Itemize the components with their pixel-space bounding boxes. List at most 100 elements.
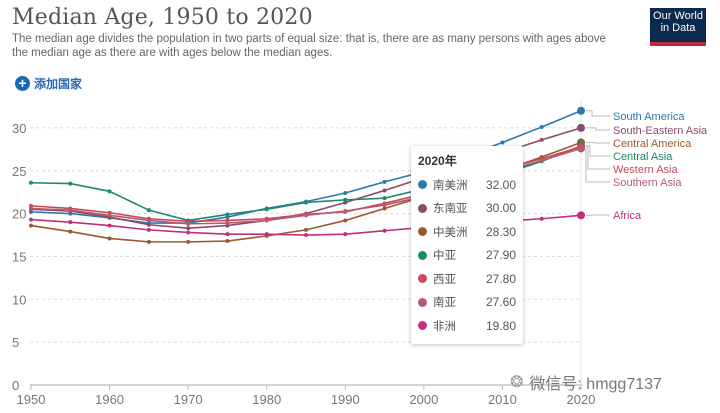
tooltip-row: 中亚 27.90 xyxy=(418,244,516,268)
series-color-dot-icon xyxy=(418,227,427,237)
data-point[interactable] xyxy=(107,189,112,194)
legend-label[interactable]: Southern Asia xyxy=(613,177,682,189)
data-point[interactable] xyxy=(577,144,585,153)
watermark-text: 微信号: hmgg7137 xyxy=(529,376,662,393)
data-point[interactable] xyxy=(382,196,387,201)
chart-title: Median Age, 1950 to 2020 xyxy=(12,5,313,30)
logo-line-2: in Data xyxy=(660,22,696,34)
tooltip-row: 东南亚 30.00 xyxy=(418,197,516,221)
data-point[interactable] xyxy=(225,232,230,237)
data-point[interactable] xyxy=(304,200,308,205)
data-point[interactable] xyxy=(29,217,33,222)
data-point[interactable] xyxy=(343,197,348,202)
data-point[interactable] xyxy=(107,236,112,241)
gridlines xyxy=(30,127,582,343)
data-point[interactable] xyxy=(29,206,33,211)
data-point[interactable] xyxy=(107,213,112,218)
tooltip-series-name: 东南亚 xyxy=(433,203,468,216)
data-point[interactable] xyxy=(225,212,230,217)
tooltip-series-value: 19.80 xyxy=(485,318,516,333)
wechat-icon: ❂ xyxy=(510,374,524,391)
legend-label[interactable]: Western Asia xyxy=(613,164,678,176)
y-tick-label: 30 xyxy=(12,121,26,136)
data-point[interactable] xyxy=(382,188,387,193)
data-point[interactable] xyxy=(539,125,544,130)
data-point[interactable] xyxy=(577,123,585,132)
series-color-dot-icon xyxy=(418,250,427,260)
data-point[interactable] xyxy=(68,229,73,234)
data-point[interactable] xyxy=(264,218,269,223)
data-point[interactable] xyxy=(539,137,544,142)
data-point[interactable] xyxy=(577,211,585,220)
tooltip-row: 南亚 27.60 xyxy=(418,291,516,315)
legend-label[interactable]: Central America xyxy=(613,138,692,150)
tooltip-row: 西亚 27.80 xyxy=(418,267,516,291)
tooltip-series-name: 中美洲 xyxy=(433,226,468,239)
tooltip-title: 2020年 xyxy=(418,154,457,168)
y-tick-label: 20 xyxy=(12,207,26,222)
data-point[interactable] xyxy=(146,239,151,244)
legend-label[interactable]: Central Asia xyxy=(613,151,673,163)
data-point[interactable] xyxy=(343,191,348,196)
data-point[interactable] xyxy=(146,222,151,227)
tooltip-series-value: 27.60 xyxy=(485,295,516,310)
data-point[interactable] xyxy=(68,181,73,186)
chart-subtitle: The median age divides the population in… xyxy=(12,33,606,59)
data-point[interactable] xyxy=(186,226,191,231)
data-point[interactable] xyxy=(186,221,191,226)
tooltip-series-value: 27.90 xyxy=(485,248,516,263)
legend-label[interactable]: South-Eastern Asia xyxy=(613,125,708,137)
tooltip-series-value: 28.30 xyxy=(485,224,516,239)
tooltip-row: 南美洲 32.00 xyxy=(418,173,516,197)
tooltip-row: 中美洲 28.30 xyxy=(418,220,516,244)
data-point[interactable] xyxy=(343,218,348,223)
data-point[interactable] xyxy=(29,180,33,185)
plus-circle-icon: + xyxy=(15,76,30,91)
data-point[interactable] xyxy=(500,140,505,145)
data-point[interactable] xyxy=(186,230,191,235)
data-point[interactable] xyxy=(264,232,269,237)
legend-label[interactable]: Africa xyxy=(613,210,642,222)
data-point[interactable] xyxy=(264,207,269,212)
data-point[interactable] xyxy=(577,106,585,115)
data-point[interactable] xyxy=(304,233,308,238)
data-point[interactable] xyxy=(68,220,73,225)
data-point[interactable] xyxy=(29,223,33,228)
tooltip-series-name: 南亚 xyxy=(433,297,456,310)
data-point[interactable] xyxy=(382,206,387,211)
legend-connector xyxy=(586,146,610,170)
data-point[interactable] xyxy=(107,223,112,228)
data-point[interactable] xyxy=(382,228,387,233)
data-point[interactable] xyxy=(146,208,151,213)
y-axis-ticks: 0 5 10 15 20 25 30 xyxy=(12,121,26,393)
data-point[interactable] xyxy=(186,239,191,244)
data-point[interactable] xyxy=(382,179,387,184)
logo-line-1: Our World xyxy=(653,10,703,22)
tooltip-series-name: 中亚 xyxy=(433,250,456,263)
x-tick-label: 2000 xyxy=(409,392,438,407)
data-point[interactable] xyxy=(225,239,230,244)
data-point[interactable] xyxy=(304,227,308,232)
add-country-button[interactable]: + 添加国家 xyxy=(15,75,82,92)
data-point[interactable] xyxy=(304,213,308,218)
data-point[interactable] xyxy=(225,221,230,226)
data-point[interactable] xyxy=(68,208,73,213)
y-tick-label: 10 xyxy=(12,292,26,307)
our-world-in-data-logo[interactable]: Our World in Data xyxy=(650,8,706,46)
legend-label[interactable]: South America xyxy=(613,111,685,123)
data-point[interactable] xyxy=(146,218,151,223)
x-tick-label: 1960 xyxy=(95,392,124,407)
data-point[interactable] xyxy=(146,227,151,232)
data-point[interactable] xyxy=(343,209,348,214)
x-tick-label: 2010 xyxy=(488,392,517,407)
data-point[interactable] xyxy=(539,216,544,221)
data-point[interactable] xyxy=(382,203,387,208)
x-tick-label: 1950 xyxy=(17,392,46,407)
data-point[interactable] xyxy=(343,232,348,237)
series-color-dot-icon xyxy=(418,297,427,307)
add-country-label: 添加国家 xyxy=(34,77,83,91)
x-tick-label: 1990 xyxy=(331,392,360,407)
data-point[interactable] xyxy=(539,158,544,163)
